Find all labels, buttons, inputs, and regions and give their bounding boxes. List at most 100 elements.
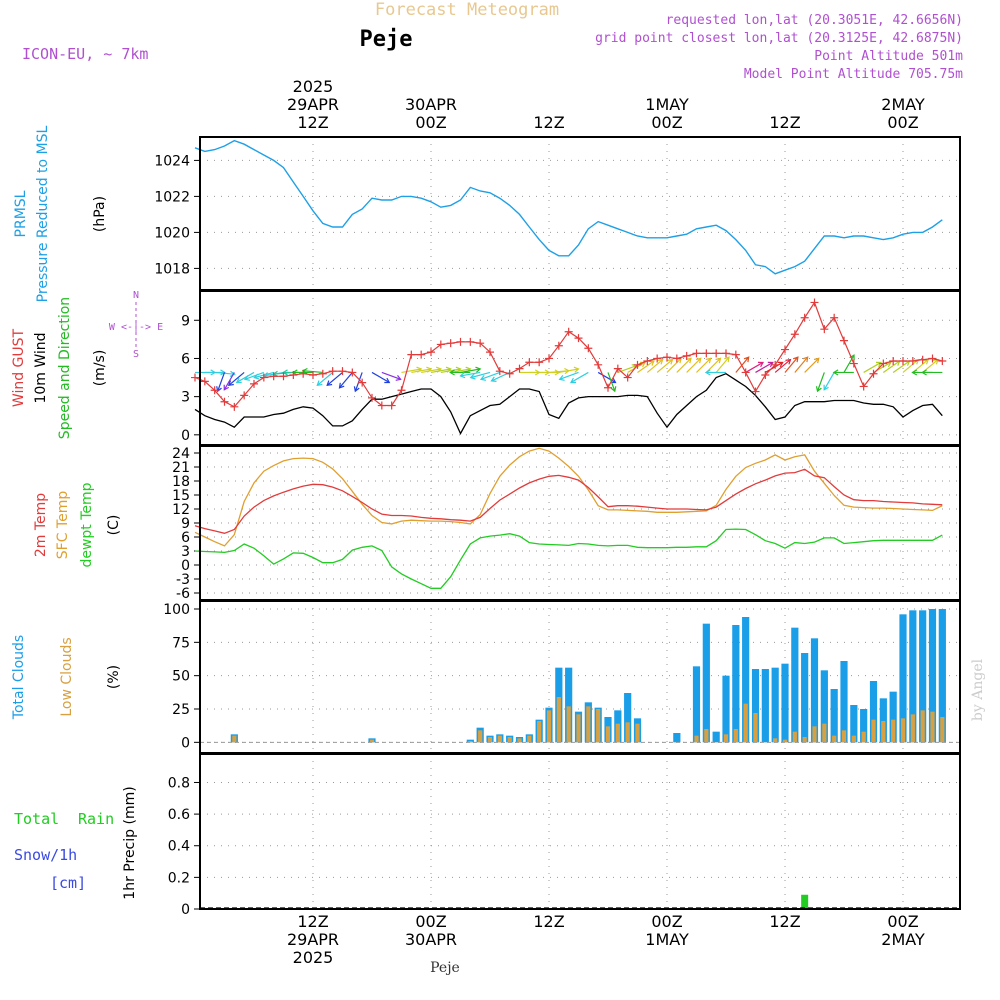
ytick-label: 21: [172, 460, 190, 476]
time-label: 12Z: [297, 113, 328, 132]
total-clouds-bar: [909, 610, 917, 743]
wind-arrow-head: [743, 356, 750, 363]
wind-gust-marker: [663, 353, 671, 362]
wind-gust-marker: [486, 348, 494, 357]
low-clouds-bar: [812, 726, 817, 743]
wind-arrow-head: [875, 361, 883, 368]
wind-gust-marker: [436, 340, 445, 349]
location-title: Peje: [360, 27, 413, 52]
time-label: 29APR: [287, 930, 339, 949]
wind-gust-marker: [820, 325, 829, 334]
wind-arrow: [371, 371, 390, 383]
low-clouds-bar: [773, 738, 778, 743]
wind-gust-marker: [377, 401, 386, 410]
ytick-label: 6: [181, 530, 190, 546]
wind-arrow: [570, 371, 589, 383]
wind-arrow: [686, 357, 702, 373]
wind-arrow: [470, 371, 491, 379]
pressure-line: [194, 139, 943, 275]
pressure-series: [194, 139, 943, 275]
low-clouds-bar: [537, 721, 542, 743]
ytick-label: 0.2: [168, 870, 190, 886]
ytick-label: 0: [181, 902, 190, 918]
low-clouds-bar: [546, 710, 552, 743]
wind-arrow: [597, 371, 616, 383]
total-clouds-bar: [751, 669, 760, 743]
time-label: 1MAY: [645, 95, 689, 114]
wind-arrow-head: [449, 369, 455, 376]
wind-arrow-head: [911, 369, 918, 376]
time-label: 30APR: [405, 95, 457, 114]
total-clouds-bar: [820, 670, 828, 743]
low-clouds-bar: [753, 713, 758, 743]
ytick-label: 0: [181, 428, 190, 444]
wind-gust-marker: [702, 349, 711, 358]
clouds-unit: (%): [106, 665, 122, 689]
ytick-label: 3: [181, 390, 190, 406]
total-clouds-bar: [742, 617, 750, 743]
ytick-label: 1020: [154, 225, 190, 241]
panel-precip: Total Rain Snow/1h [cm] 1hr Precip (mm) …: [14, 754, 960, 918]
wind-arrow-head: [223, 384, 229, 391]
precip-rain-label: Rain: [78, 810, 114, 828]
wind-arrow: [440, 368, 461, 374]
low-clouds-bar: [507, 737, 512, 743]
total-clouds-bar: [919, 610, 927, 743]
time-label: 1MAY: [645, 930, 689, 949]
wind-arrow-head: [459, 372, 466, 379]
wind-gust-marker: [318, 369, 327, 378]
wind-arrow: [784, 356, 799, 373]
wind-arrow-head: [792, 356, 799, 363]
wind-10m-label: 10m Wind: [33, 332, 49, 403]
wind-series: [191, 298, 947, 435]
wind-arrow: [430, 368, 451, 374]
wind-gust-marker: [633, 360, 642, 369]
wind-arrow: [794, 356, 809, 373]
ytick-label: 1018: [154, 261, 190, 277]
wind-arrow: [460, 371, 481, 377]
low-clouds-bar: [733, 729, 738, 743]
wind-arrow-head: [921, 369, 927, 376]
panel-frame: [199, 445, 961, 601]
footer-location: Peje: [430, 960, 460, 976]
wind-arrow: [843, 354, 855, 373]
low-clouds-bar: [822, 723, 827, 743]
wind-gust-marker: [495, 367, 504, 376]
panel-frame: [199, 753, 961, 910]
chart-subtitle: Forecast Meteogram: [375, 0, 559, 20]
wind-gust-marker: [191, 373, 199, 382]
total-clouds-bar: [692, 666, 701, 743]
wind-arrow-head: [353, 386, 360, 393]
wind-gust-marker: [417, 350, 426, 359]
wind-gust-marker: [269, 372, 278, 381]
wind-arrow-head: [479, 375, 487, 381]
wind-arrow: [816, 372, 825, 392]
wind-gust-marker: [338, 367, 347, 376]
time-label: 00Z: [651, 113, 682, 132]
precip-bars: [200, 894, 960, 909]
total-clouds-bar: [899, 614, 907, 743]
wind-gust-marker: [250, 379, 258, 388]
wind-arrow-head: [235, 377, 242, 384]
wind-gust-marker: [781, 345, 789, 354]
wind-arrow-head: [229, 370, 236, 377]
low-clouds-bar: [920, 710, 925, 743]
low-clouds-bar: [635, 723, 640, 743]
wind-arrow-head: [657, 358, 664, 365]
watermark: by Angel: [970, 658, 986, 721]
wind-gust-marker: [761, 371, 770, 379]
temp-unit: (C): [106, 515, 122, 536]
wind-gust-marker: [653, 354, 662, 363]
total-clouds-bar: [889, 691, 897, 743]
ytick-label: 15: [172, 488, 190, 504]
wind-arrow-head: [227, 380, 234, 387]
wind-direction-arrows: [195, 354, 943, 393]
wind-gust-marker: [771, 360, 780, 369]
clouds-bars: [200, 609, 960, 743]
total-clouds-bar: [928, 609, 937, 743]
wind-gust-marker: [938, 357, 947, 365]
wind-gust-marker: [279, 372, 288, 381]
